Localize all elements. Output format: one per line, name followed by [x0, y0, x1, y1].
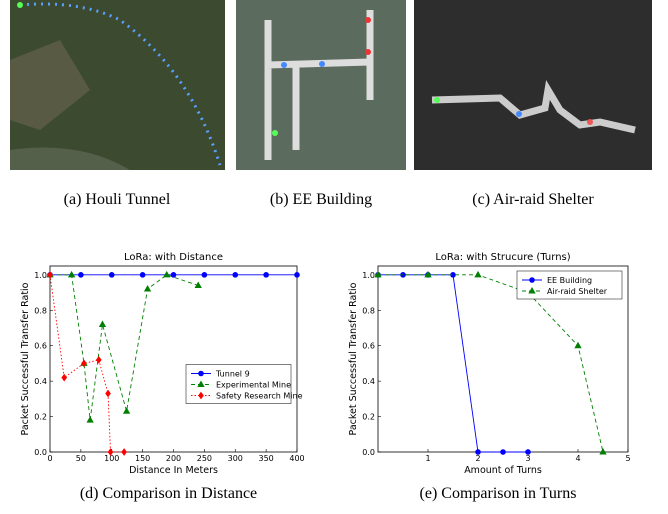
chart-title: LoRa: with Distance [124, 252, 223, 263]
x-tick-label: 150 [135, 454, 150, 463]
point [232, 272, 239, 278]
series-line [378, 274, 604, 453]
y-tick-label: 0.8 [34, 306, 47, 315]
y-tick-label: 0.8 [362, 306, 375, 315]
point [139, 272, 146, 278]
point [95, 356, 102, 364]
point [61, 373, 68, 382]
plot-area [49, 265, 298, 453]
photo-a [10, 0, 225, 170]
legend-marker [198, 370, 204, 377]
legend-label: Tunnel 9 [215, 370, 250, 379]
legend-marker [529, 277, 535, 283]
point [86, 416, 94, 423]
photo-c [414, 0, 652, 170]
photo-b [236, 0, 406, 170]
y-tick-label: 0.4 [34, 377, 47, 386]
x-axis-label: Amount of Turns [464, 465, 542, 476]
point [170, 272, 177, 278]
x-axis-label: Distance In Meters [129, 465, 218, 476]
x-tick-label: 4 [575, 454, 580, 463]
legend-marker [198, 391, 204, 400]
point [47, 271, 53, 279]
x-tick-label: 1 [425, 454, 430, 463]
point [78, 272, 84, 278]
point [81, 359, 87, 368]
x-tick-label: 5 [625, 454, 630, 463]
x-tick-label: 50 [76, 454, 86, 463]
point [424, 270, 432, 278]
series-line [378, 274, 528, 453]
y-axis-label: Packet Successful Transfer Ratio [348, 282, 359, 435]
point [500, 449, 506, 455]
point [163, 270, 171, 278]
point [108, 272, 115, 278]
x-tick-label: 350 [258, 454, 273, 463]
legend-marker [197, 380, 205, 387]
legend-label: Air-raid Shelter [547, 287, 608, 296]
point [107, 448, 114, 456]
point [263, 272, 269, 278]
point [374, 270, 382, 278]
y-axis-label: Packet Successful Transfer Ratio [20, 282, 31, 435]
point [67, 270, 76, 278]
point [105, 389, 111, 398]
point [98, 320, 107, 327]
y-tick-label: 0.6 [362, 342, 375, 351]
legend-label: Experimental Mine [216, 381, 291, 390]
x-tick-label: 300 [228, 454, 243, 463]
y-tick-label: 1.0 [34, 271, 47, 280]
caption: (d) Comparison in Distance [80, 485, 257, 502]
legend-label: EE Building [547, 276, 592, 285]
y-tick-label: 0.2 [34, 413, 47, 422]
point [143, 285, 152, 292]
y-tick-label: 1.0 [362, 271, 375, 280]
point [474, 270, 482, 278]
point [201, 272, 208, 278]
caption: (e) Comparison in Turns [420, 485, 577, 502]
caption: (a) Houli Tunnel [64, 191, 171, 208]
y-tick-label: 0.0 [362, 448, 375, 457]
legend-marker [528, 286, 536, 294]
y-tick-label: 0.2 [362, 413, 375, 422]
x-tick-label: 400 [289, 454, 304, 463]
caption: (c) Air-raid Shelter [472, 191, 594, 208]
x-tick-label: 0 [47, 454, 52, 463]
x-tick-label: 3 [525, 454, 530, 463]
point [599, 447, 607, 455]
point [121, 448, 127, 456]
point [122, 407, 131, 414]
y-tick-label: 0.0 [34, 448, 47, 457]
y-tick-label: 0.6 [34, 342, 47, 351]
series-line [50, 274, 199, 421]
point [475, 449, 481, 455]
chart-title: LoRa: with Strucure (Turns) [435, 252, 570, 263]
point [294, 272, 300, 278]
y-tick-label: 0.4 [362, 377, 375, 386]
point [525, 449, 531, 455]
x-tick-label: 100 [104, 454, 119, 463]
legend [516, 270, 623, 300]
x-tick-label: 2 [475, 454, 480, 463]
x-tick-label: 200 [166, 454, 181, 463]
legend [185, 364, 292, 404]
point [194, 281, 202, 288]
x-tick-label: 250 [197, 454, 212, 463]
point [574, 341, 582, 349]
caption: (b) EE Building [270, 191, 372, 208]
legend-label: Safety Research Mine [216, 392, 303, 401]
